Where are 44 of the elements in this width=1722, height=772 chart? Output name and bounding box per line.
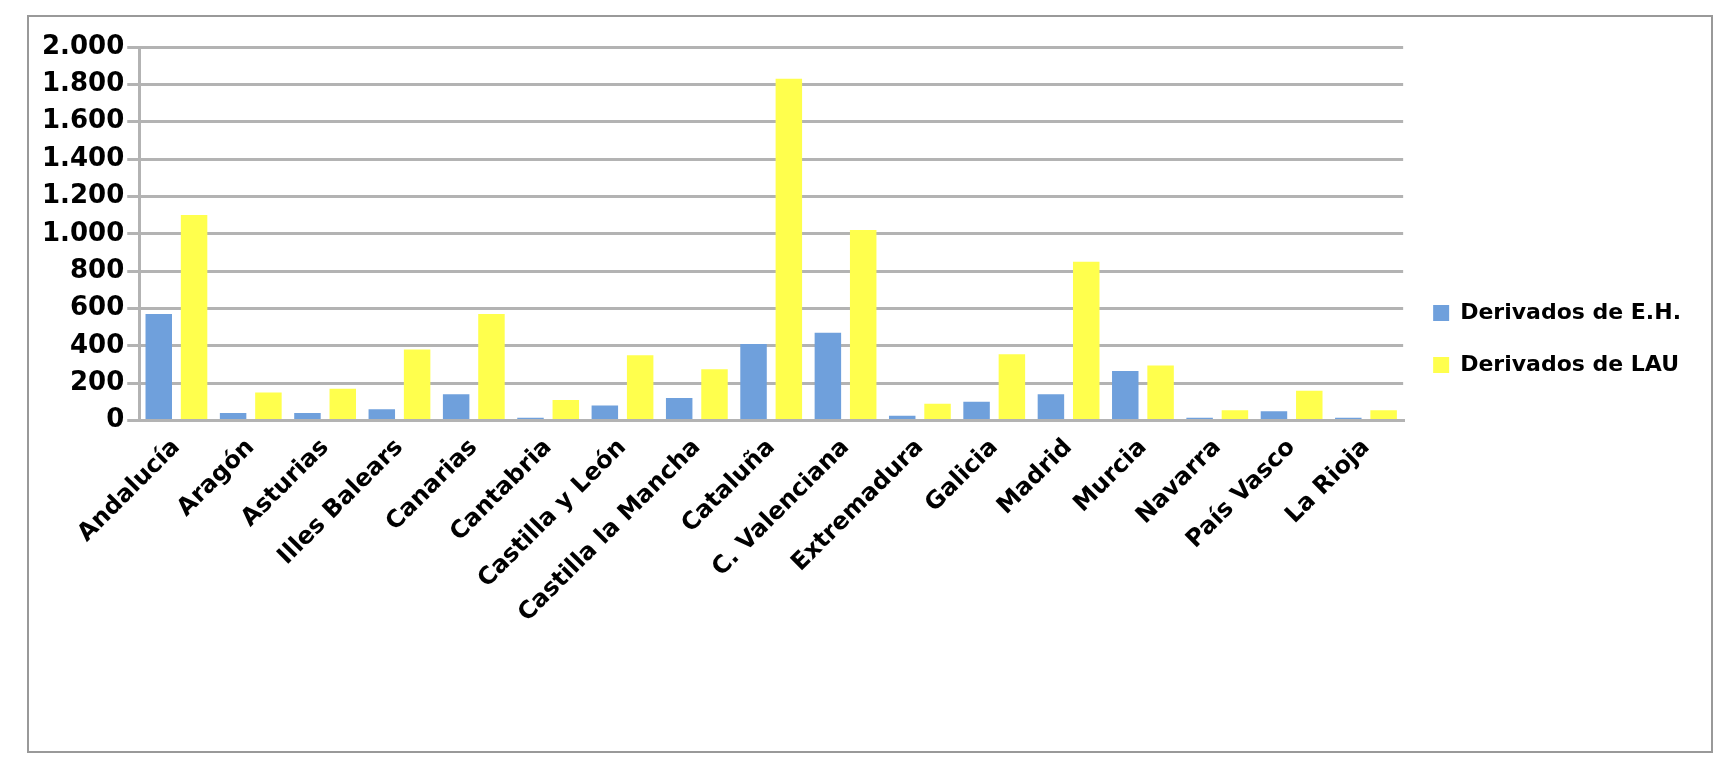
bar [888, 415, 916, 420]
bar [665, 398, 693, 420]
y-tick-label: 800 [69, 253, 125, 284]
bar [478, 314, 505, 420]
bar [368, 409, 396, 420]
bar [740, 343, 767, 420]
bar [1296, 390, 1323, 420]
bar [145, 314, 172, 420]
legend-label: Derivados de E.H. [1460, 298, 1681, 324]
y-tick-label: 1.200 [41, 179, 125, 210]
y-tick-label: 1.800 [41, 67, 125, 98]
bar [1072, 261, 1100, 420]
y-tick-label: 1.000 [41, 216, 125, 247]
y-tick-label: 0 [106, 403, 125, 434]
y-tick-label: 200 [69, 365, 125, 396]
bar [626, 355, 654, 420]
bar [998, 354, 1026, 420]
bar [814, 332, 842, 420]
bar [1112, 371, 1139, 420]
bar [701, 369, 728, 420]
bar [294, 413, 321, 420]
bar [552, 399, 580, 420]
bar [849, 230, 877, 420]
bar [403, 349, 431, 420]
bar [255, 392, 282, 420]
y-tick-label: 400 [69, 328, 125, 359]
bar [924, 403, 951, 420]
bar [219, 413, 247, 420]
y-tick-label: 2.000 [41, 29, 125, 60]
bar [1370, 410, 1397, 420]
y-tick-label: 1.400 [41, 141, 125, 172]
bar [1037, 394, 1065, 420]
bar [963, 401, 990, 420]
y-tick-label: 600 [69, 291, 125, 322]
bar [442, 394, 470, 420]
bar [1221, 410, 1249, 420]
y-tick-label: 1.600 [41, 104, 125, 135]
legend-label: Derivados de LAU [1460, 350, 1680, 376]
bar [180, 215, 208, 420]
bar [329, 388, 357, 420]
bar [775, 78, 803, 420]
bar [1147, 365, 1174, 420]
bar [1260, 411, 1288, 420]
bar [591, 405, 619, 420]
